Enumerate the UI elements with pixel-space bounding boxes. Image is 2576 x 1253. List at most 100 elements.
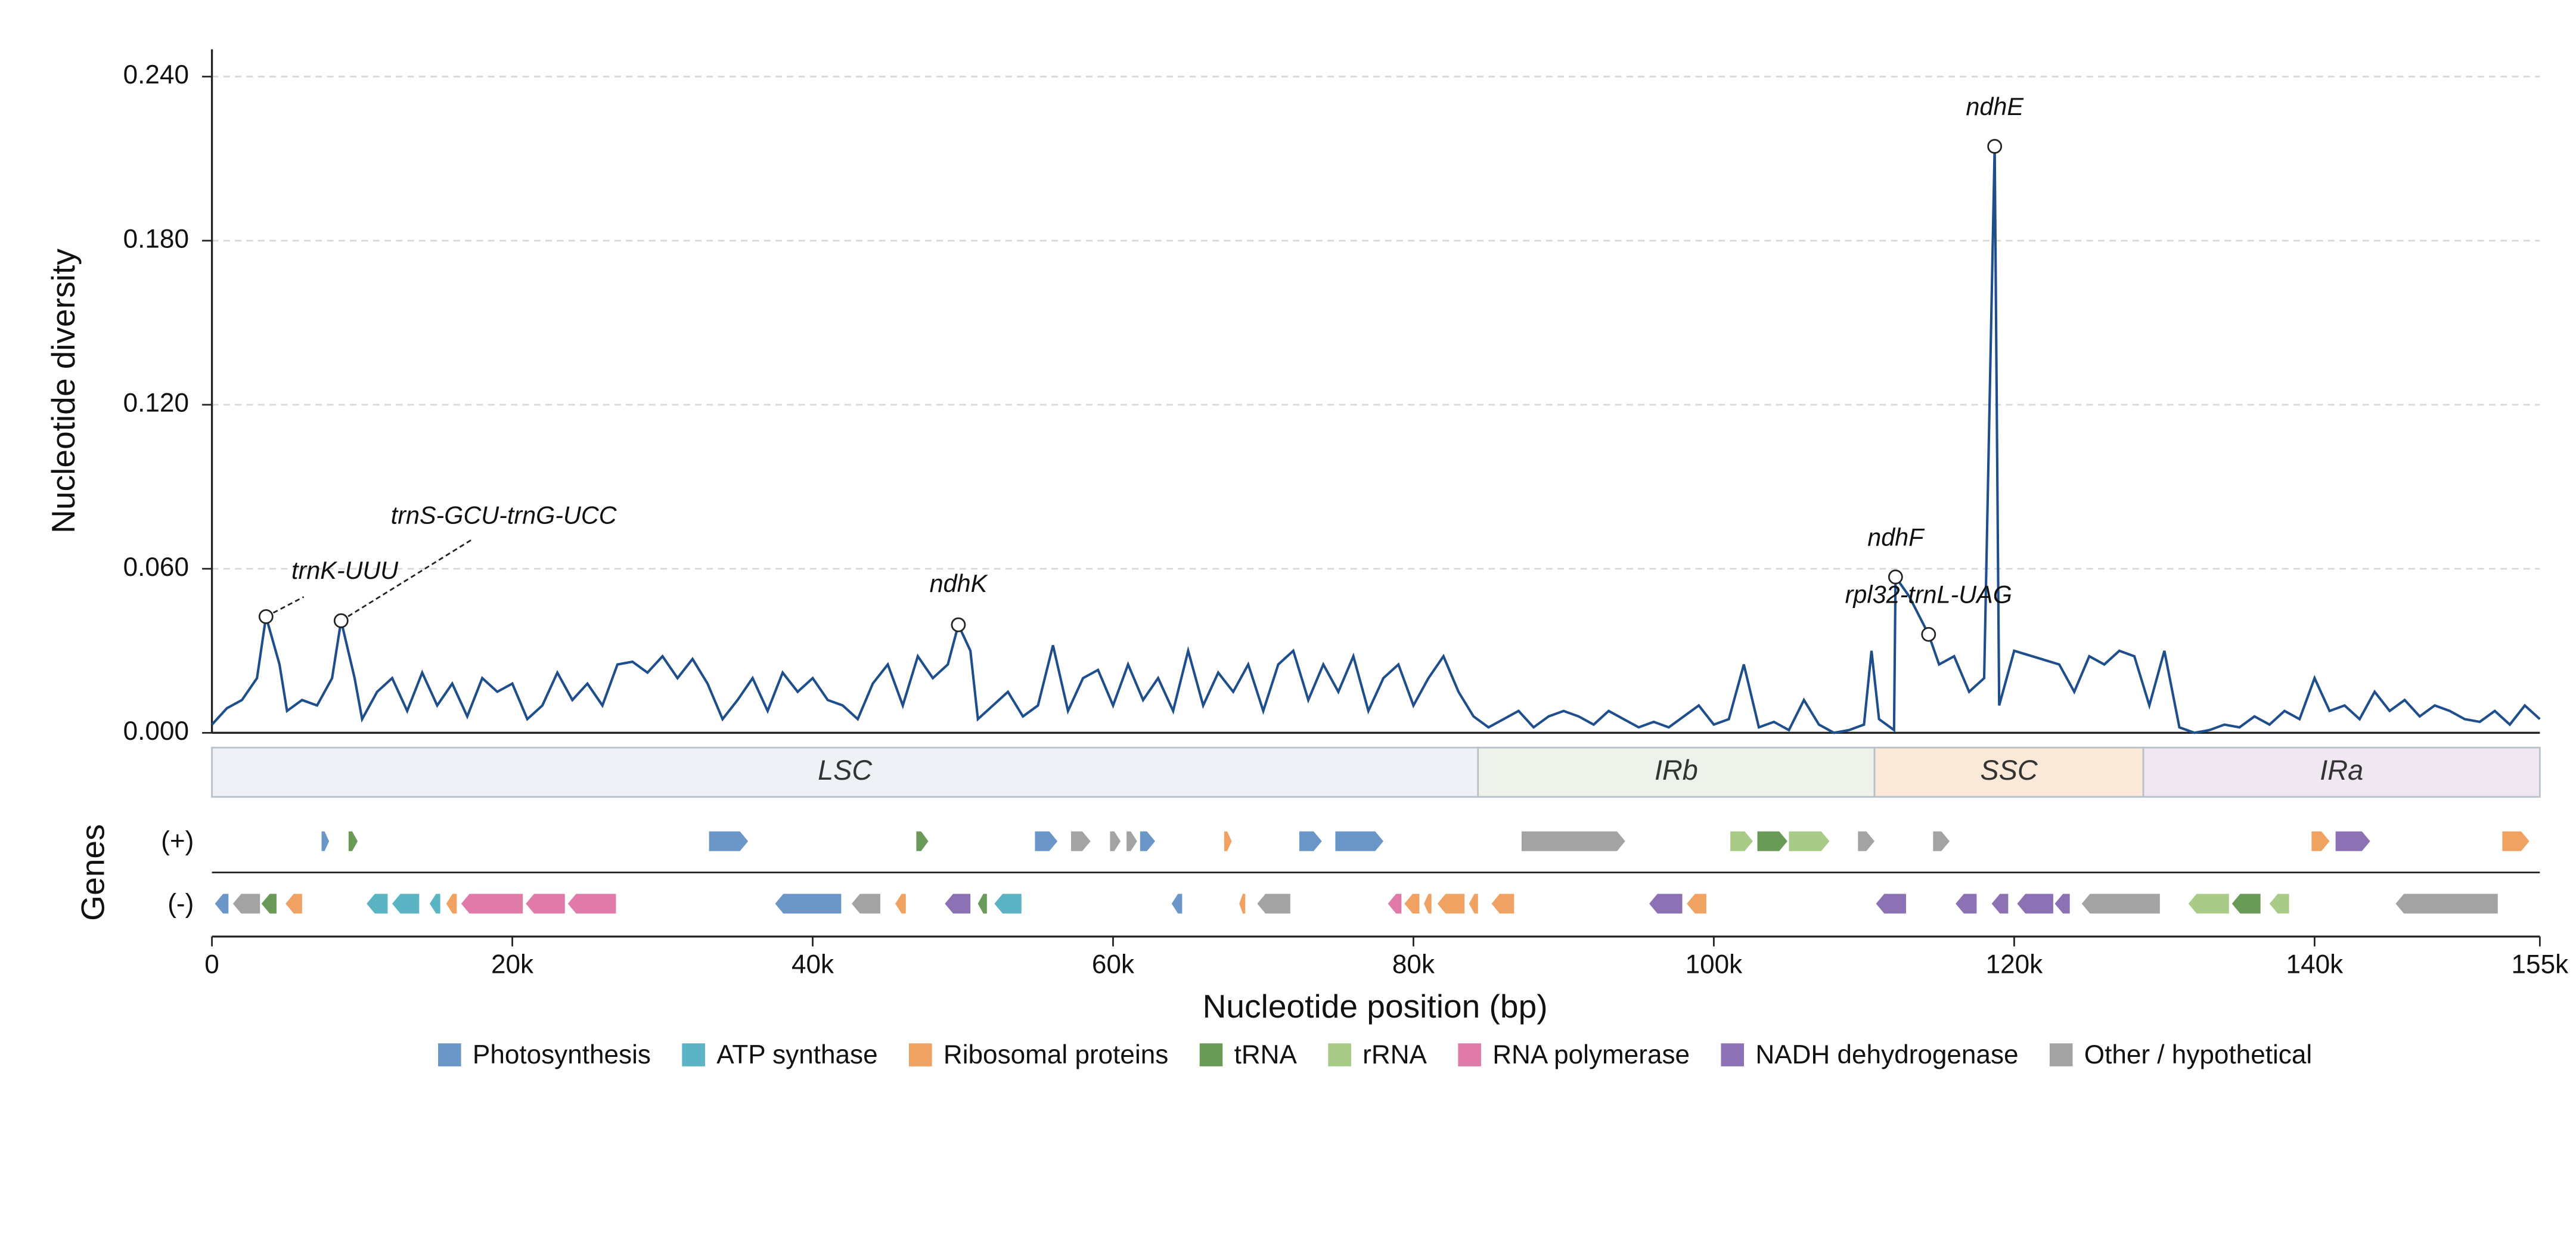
annotation-marker (258, 609, 274, 624)
gene (1388, 894, 1402, 914)
gene (1299, 831, 1322, 851)
gene (977, 894, 987, 914)
gene (775, 894, 842, 914)
legend-label: RNA polymerase (1492, 1040, 1690, 1069)
annotation-label: trnS-GCU-trnG-UCC (391, 502, 617, 529)
legend-swatch (2049, 1043, 2073, 1066)
annotation-label: ndhE (1966, 93, 2023, 120)
gene (994, 894, 1022, 914)
gene (1239, 894, 1246, 914)
gene (709, 831, 749, 851)
gene (1991, 894, 2009, 914)
gene (852, 894, 880, 914)
annotation-label: rpl32-trnL-UAG (1845, 581, 2012, 609)
legend-swatch (1328, 1043, 1351, 1066)
gene (215, 894, 229, 914)
legend: Photosynthesis ATP synthase Ribosomal prot… (438, 1040, 2312, 1069)
legend-swatch (909, 1043, 932, 1066)
gene (1171, 894, 1183, 914)
gene (429, 894, 440, 914)
gene (2232, 894, 2261, 914)
gene (1687, 894, 1706, 914)
gene (1757, 831, 1787, 851)
gene (1933, 831, 1950, 851)
gene (916, 831, 929, 851)
gene (1437, 894, 1465, 914)
gene (2335, 831, 2370, 851)
gene (321, 831, 330, 851)
gene (1404, 894, 1420, 914)
y-tick-label: 0.000 (123, 717, 189, 746)
gene (232, 894, 260, 914)
x-tick-label: 60k (1092, 950, 1135, 979)
gene (1858, 831, 1875, 851)
legend-label: Ribosomal proteins (944, 1040, 1168, 1069)
annotation-marker (1888, 569, 1903, 585)
gene (348, 831, 358, 851)
legend-label: NADH dehydrogenase (1755, 1040, 2018, 1069)
annotation-marker (1987, 139, 2003, 154)
legend-swatch (1458, 1043, 1481, 1066)
y-tick-label: 0.180 (123, 224, 189, 253)
gene (1257, 894, 1290, 914)
x-tick-label: 20k (491, 950, 534, 979)
gene (1070, 831, 1091, 851)
y-tick-label: 0.240 (123, 60, 189, 89)
gene (1126, 831, 1137, 851)
gene (1789, 831, 1830, 851)
track-label: (+) (161, 827, 194, 856)
gene (1491, 894, 1514, 914)
y-tick-label: 0.060 (123, 553, 189, 582)
annotation-label: trnK-UUU (291, 557, 399, 584)
annotation-marker (1921, 626, 1936, 642)
legend-label: rRNA (1363, 1040, 1427, 1069)
gene (1335, 831, 1384, 851)
x-axis-label: Nucleotide position (bp) (1203, 988, 1548, 1025)
gene (392, 894, 420, 914)
y-axis-label: Nucleotide diversity (45, 249, 82, 534)
region-label: IRb (1655, 755, 1698, 786)
annotation-label: ndhF (1867, 523, 1925, 551)
legend-label: tRNA (1234, 1040, 1298, 1069)
annotation-marker (951, 617, 966, 632)
gene (261, 894, 277, 914)
gene (2054, 894, 2070, 914)
legend-swatch (1721, 1043, 1745, 1066)
region (2142, 746, 2541, 798)
gene (945, 894, 971, 914)
gene (567, 894, 616, 914)
annotation-marker (333, 613, 349, 628)
legend-swatch (1199, 1043, 1223, 1066)
gene (2395, 894, 2498, 914)
gene (1521, 831, 1625, 851)
gene (1876, 894, 1906, 914)
legend-label: Other / hypothetical (2084, 1040, 2312, 1069)
gene (2269, 894, 2289, 914)
legend-swatch (438, 1043, 461, 1066)
gene (367, 894, 388, 914)
x-tick-label: 0 (204, 950, 219, 979)
legend-swatch (682, 1043, 705, 1066)
track-label: (-) (167, 889, 194, 918)
annotation-leader (265, 596, 305, 618)
x-tick-label: 155k (2512, 950, 2569, 979)
x-tick-label: 120k (1986, 950, 2044, 979)
gene (285, 894, 302, 914)
gene (1956, 894, 1977, 914)
gene (895, 894, 906, 914)
region (1477, 746, 1876, 798)
y-tick-label: 0.120 (123, 389, 189, 418)
gene (2502, 831, 2530, 851)
gene (1224, 831, 1232, 851)
diversity-line (211, 146, 2541, 734)
gene (2188, 894, 2229, 914)
x-tick-label: 140k (2286, 950, 2344, 979)
x-tick-label: 100k (1686, 950, 1743, 979)
gene (461, 894, 523, 914)
gene (2311, 831, 2330, 851)
gene (2081, 894, 2160, 914)
gene (1035, 831, 1058, 851)
gene (526, 894, 565, 914)
